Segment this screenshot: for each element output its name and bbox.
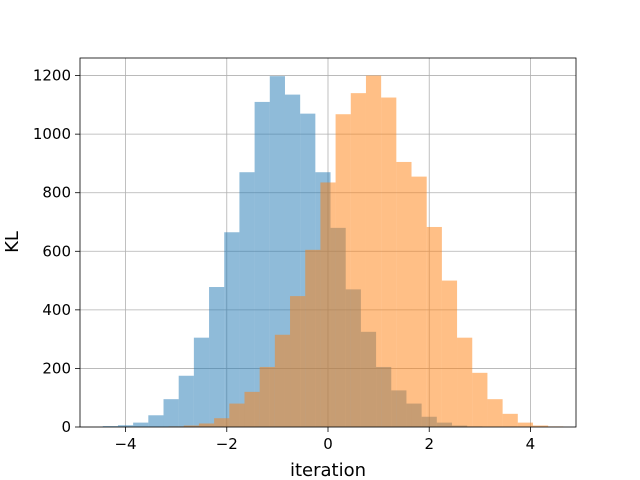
series-1-bar-12: [350, 93, 366, 428]
series-1-bar-13: [365, 75, 382, 428]
series-1-bar-21: [487, 399, 503, 427]
series-1-bar-9: [305, 249, 321, 427]
y-tick-label-2: 400: [42, 301, 71, 319]
series-0-bar-7: [209, 287, 225, 427]
axis-ticks: −4 −2 0 2 4 0 200 400 600 800 1000 1200: [33, 67, 535, 453]
y-tick-label-0: 0: [61, 418, 71, 436]
y-tick-label-1: 200: [42, 359, 71, 377]
series-0-bar-2: [133, 422, 149, 427]
x-tick-label-4: 4: [526, 435, 536, 453]
series-0-bar-1: [117, 425, 134, 427]
y-tick-label-4: 800: [42, 184, 71, 202]
series-1-bar-17: [426, 226, 442, 427]
series-1-bar-2: [198, 423, 215, 427]
series-0-bar-8: [224, 232, 240, 427]
series-1-bar-11: [335, 114, 351, 427]
series-1-bar-5: [244, 391, 260, 427]
y-tick-label-3: 600: [42, 242, 71, 260]
series-1-bar-18: [441, 280, 458, 427]
series-1-bar-20: [472, 372, 488, 427]
series-1-bar-16: [411, 176, 427, 427]
series-1-bar-7: [274, 334, 291, 427]
series-0-bar-3: [148, 415, 164, 427]
x-tick-label-1: −2: [216, 435, 238, 453]
histogram-bars: [102, 75, 564, 428]
series-1-bar-15: [396, 161, 412, 427]
series-1-bar-14: [381, 97, 397, 428]
series-1-bar-10: [320, 182, 336, 427]
x-tick-label-3: 2: [424, 435, 434, 453]
series-1-bar-3: [214, 418, 230, 427]
series-1-bar-8: [290, 296, 306, 427]
series-0-bar-6: [193, 337, 210, 427]
y-tick-label-6: 1200: [33, 67, 71, 85]
series-1-bar-22: [502, 413, 518, 427]
y-tick-label-5: 1000: [33, 125, 71, 143]
y-axis-title: KL: [2, 231, 23, 253]
series-1-bar-24: [532, 425, 549, 427]
series-1-bar-4: [229, 403, 245, 427]
series-0-bar-10: [254, 101, 270, 427]
series-1-bar-1: [183, 425, 199, 427]
series-0-bar-4: [163, 399, 179, 427]
series-1-bar-23: [517, 422, 533, 427]
series-1-bar-6: [259, 366, 275, 427]
x-axis-title: iteration: [290, 460, 366, 480]
x-tick-label-0: −4: [114, 435, 136, 453]
series-0-bar-9: [239, 172, 255, 427]
series-1-bar-19: [457, 337, 473, 427]
series-0-bar-0: [102, 426, 118, 427]
series-0-bar-5: [178, 375, 194, 427]
x-tick-label-2: 0: [323, 435, 333, 453]
